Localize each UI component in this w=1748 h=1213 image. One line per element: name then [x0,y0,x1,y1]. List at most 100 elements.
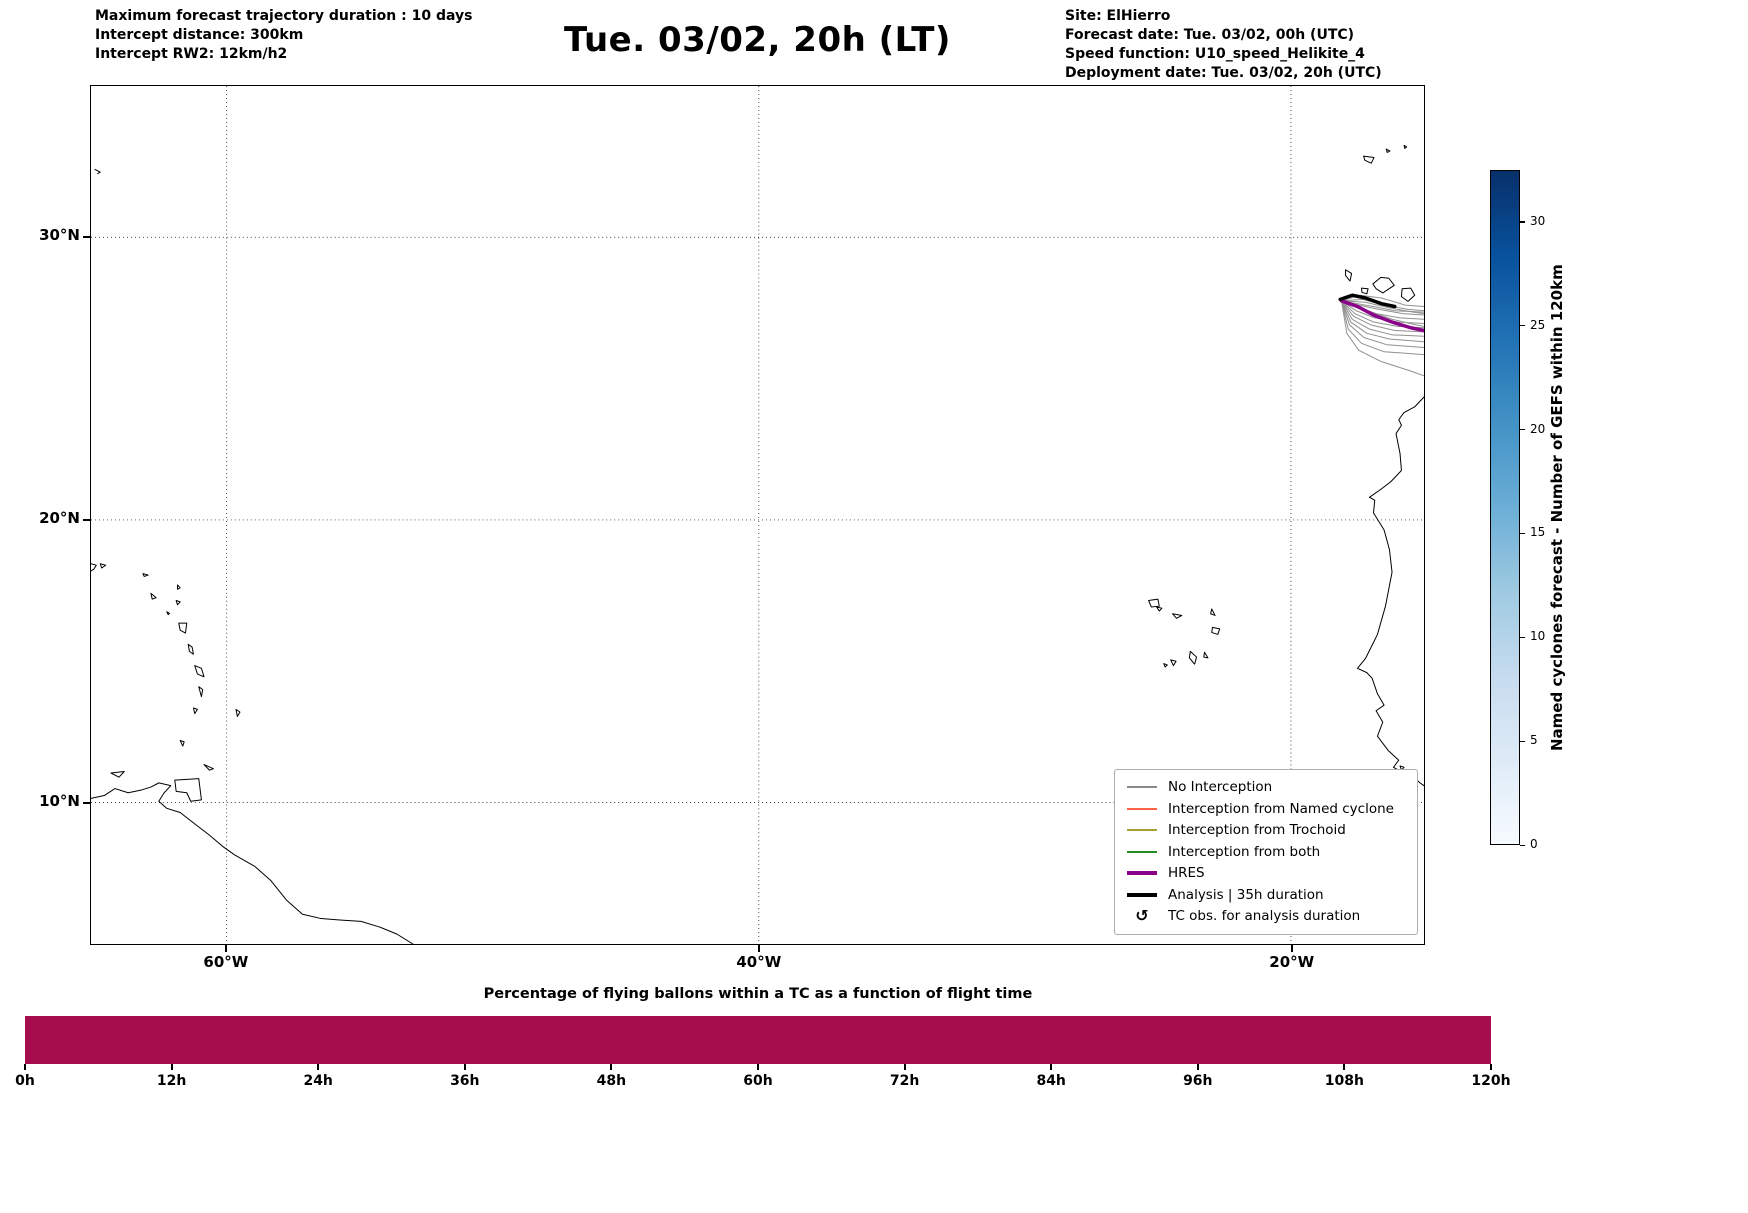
legend-item-label: Interception from Trochoid [1168,822,1346,839]
x-axis-tick-label: 40°W [736,953,782,971]
coastline-guadeloupe [178,622,188,634]
x-axis-tick-mark [757,945,760,952]
flight-time-tick-mark [757,1064,759,1070]
legend-item-label: HRES [1168,865,1205,882]
percentage-area-segment [1344,1016,1492,1064]
coastline-margarita [110,771,125,778]
coastline-tenerife [1372,276,1395,294]
coastline-tobago [203,764,214,771]
x-axis-tick-mark [1290,945,1293,952]
legend-item: Analysis | 35h duration [1127,884,1407,906]
figure-title: Tue. 03/02, 20h (LT) [564,20,951,60]
tc-obs-icon: ↺ [1135,906,1149,926]
trajectory-gefs [1341,300,1424,333]
colorbar-tick-label: 0 [1530,837,1538,851]
colorbar [1490,170,1520,845]
legend-line-sample [1127,829,1157,832]
flight-time-tick-mark [170,1064,173,1070]
header-left-info: Maximum forecast trajectory duration : 1… [95,7,472,64]
flight-time-tick-label: 24h [303,1073,333,1089]
coastline-maio [1203,651,1209,659]
x-axis-tick-label: 20°W [1269,953,1315,971]
coastline-dominica [187,643,194,655]
legend-line-sample [1127,786,1157,789]
speed-function-text: Speed function: U10_speed_Helikite_4 [1065,46,1365,62]
trajectory-analysis [1338,293,1397,309]
trajectory-gefs [1341,300,1424,313]
colorbar-tick-mark [1520,844,1525,846]
coastline-sal [1210,608,1216,616]
flight-time-tick-mark [24,1064,26,1070]
intercept-rw2-text: Intercept RW2: 12km/h2 [95,46,288,62]
colorbar-tick-mark [1520,325,1525,327]
trajectory-gefs [1341,300,1424,315]
coastline-virgin-islands [99,563,107,569]
flight-time-tick-mark [1343,1064,1346,1070]
coastline-la-gomera [1360,287,1369,295]
colorbar-tick-label: 5 [1530,733,1538,748]
coastline-montserrat [166,611,170,616]
flight-time-tick-label: 0h [15,1073,35,1089]
legend-item: HRES [1127,863,1407,885]
flight-time-tick-mark [463,1064,466,1070]
flight-time-tick-label: 60h [743,1073,773,1089]
coastline-south-america-coast [91,782,414,944]
coastline-islet-northeast [1403,144,1408,149]
trajectory-gefs [1341,300,1424,377]
legend-line-sample [1127,807,1157,810]
coastline-st-kitts-nevis [150,592,157,600]
legend-line-sample [1127,850,1157,853]
coastline-grenada [179,739,185,747]
flight-time-tick-label: 72h [889,1073,920,1089]
flight-time-tick-mark [1196,1064,1199,1070]
colorbar-label: Named cyclones forecast - Number of GEFS… [1548,264,1566,751]
legend-item: No Interception [1127,777,1407,799]
coastline-bermuda [94,168,101,175]
intercept-distance-text: Intercept distance: 300km [95,27,304,43]
x-axis-tick-label: 60°W [203,953,249,971]
legend-item-label: Analysis | 35h duration [1168,886,1324,903]
coastline-madeira [1363,155,1375,164]
flight-time-tick-mark [610,1064,613,1070]
legend-item-label: TC obs. for analysis duration [1168,908,1361,925]
trajectory-gefs [1341,300,1424,343]
map-plot: No Interception Interception from Named c… [90,85,1425,945]
flight-time-tick-mark [1050,1064,1053,1070]
flight-time-tick-mark [317,1064,320,1070]
coastline-barbuda [176,584,181,590]
coastline-antigua [175,600,181,606]
coastline-anguilla-st-martin [142,573,149,577]
coastline-trinidad [174,778,202,802]
coastline-puerto-rico-east [91,563,97,572]
header-right-info: Site: ElHierro Forecast date: Tue. 03/02… [1065,7,1382,83]
coastline-sao-vicente [1156,606,1163,612]
colorbar-tick-mark [1520,532,1525,535]
forecast-date-text: Forecast date: Tue. 03/02, 00h (UTC) [1065,27,1355,43]
flight-time-tick-label: 12h [156,1073,187,1089]
y-axis-tick-mark [83,235,90,238]
flight-time-tick-label: 108h [1324,1073,1364,1089]
coastline-fogo [1170,659,1177,667]
percentage-area-segment [464,1016,612,1064]
legend-item-label: Interception from Named cyclone [1168,800,1394,817]
percentage-area-segment [611,1016,759,1064]
legend: No Interception Interception from Named c… [1114,768,1418,935]
bottom-chart-title: Percentage of flying ballons within a TC… [483,986,1033,1002]
flight-time-tick-label: 120h [1471,1073,1511,1089]
colorbar-tick-label: 30 [1530,213,1546,228]
coastline-brava [1163,663,1168,668]
max-duration-text: Maximum forecast trajectory duration : 1… [95,8,473,24]
percentage-area-segment [171,1016,319,1064]
percentage-area-segment [318,1016,466,1064]
coastline-gran-canaria [1400,287,1416,302]
coastline-porto-santo [1385,148,1391,153]
coastline-africa-coast [1357,396,1424,787]
legend-item: Interception from both [1127,841,1407,863]
coastline-santiago [1188,650,1198,665]
coastline-martinique [194,665,205,678]
colorbar-tick-mark [1520,221,1525,223]
deployment-date-text: Deployment date: Tue. 03/02, 20h (UTC) [1065,65,1382,81]
flight-time-tick-label: 48h [596,1073,627,1089]
coastline-st-vincent [192,707,198,715]
